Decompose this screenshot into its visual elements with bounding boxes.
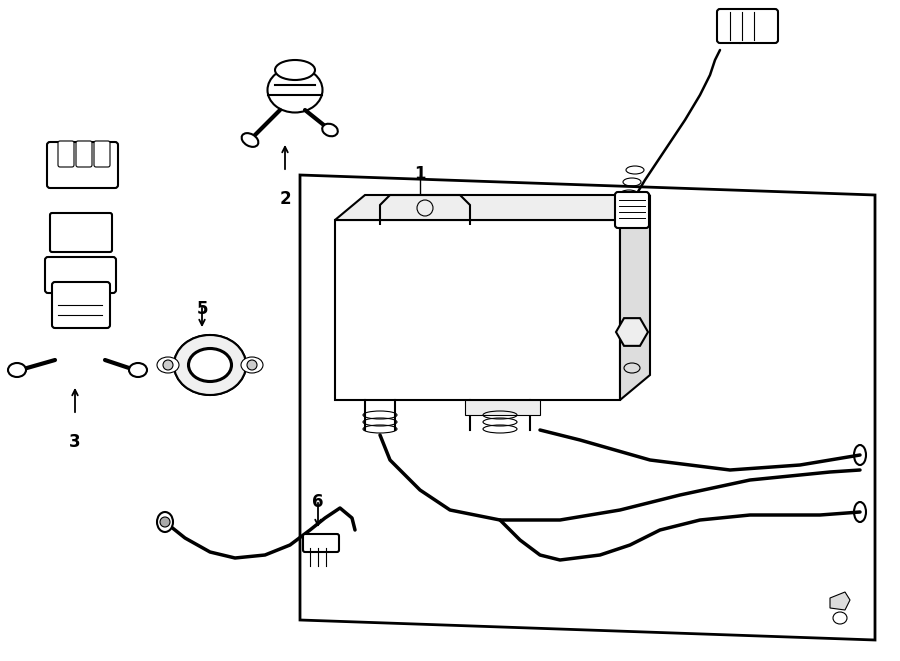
Text: 5: 5 <box>196 300 208 318</box>
FancyBboxPatch shape <box>58 141 74 167</box>
FancyBboxPatch shape <box>620 255 642 287</box>
FancyBboxPatch shape <box>303 534 339 552</box>
Ellipse shape <box>621 340 643 370</box>
Text: 3: 3 <box>69 433 81 451</box>
FancyBboxPatch shape <box>45 257 116 293</box>
FancyBboxPatch shape <box>717 9 778 43</box>
FancyBboxPatch shape <box>52 282 110 328</box>
FancyBboxPatch shape <box>76 141 92 167</box>
Polygon shape <box>465 400 540 415</box>
Ellipse shape <box>624 363 640 373</box>
Ellipse shape <box>129 363 147 377</box>
Text: 1: 1 <box>414 165 426 183</box>
Ellipse shape <box>241 133 258 147</box>
Ellipse shape <box>8 363 26 377</box>
Ellipse shape <box>189 349 231 381</box>
Circle shape <box>160 517 170 527</box>
Ellipse shape <box>157 357 179 373</box>
Text: 7: 7 <box>734 14 746 32</box>
FancyBboxPatch shape <box>94 141 110 167</box>
FancyBboxPatch shape <box>615 192 649 228</box>
Circle shape <box>247 360 257 370</box>
Text: 2: 2 <box>279 190 291 208</box>
Ellipse shape <box>275 60 315 80</box>
Text: 6: 6 <box>312 493 324 511</box>
Ellipse shape <box>174 335 246 395</box>
Ellipse shape <box>267 67 322 112</box>
Ellipse shape <box>157 512 173 532</box>
Polygon shape <box>620 195 650 400</box>
FancyBboxPatch shape <box>47 142 118 188</box>
Polygon shape <box>830 592 850 610</box>
Circle shape <box>163 360 173 370</box>
Ellipse shape <box>322 124 338 136</box>
Polygon shape <box>335 220 620 400</box>
Ellipse shape <box>241 357 263 373</box>
Ellipse shape <box>174 335 246 395</box>
Ellipse shape <box>188 348 232 382</box>
Polygon shape <box>335 195 650 220</box>
FancyBboxPatch shape <box>50 213 112 252</box>
Text: 4: 4 <box>626 288 638 306</box>
